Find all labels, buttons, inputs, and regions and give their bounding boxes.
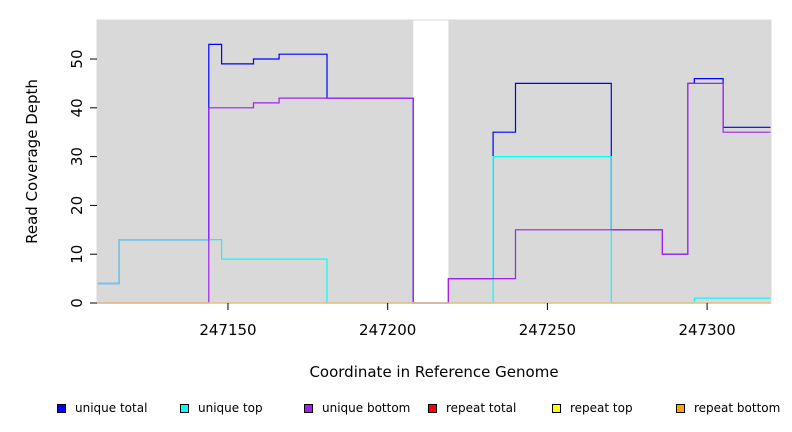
- legend-swatch: [428, 403, 437, 413]
- x-axis: 247150 247200 247250 247300: [199, 303, 736, 339]
- y-tick-label: 40: [68, 98, 86, 117]
- legend-item-repeat-bottom: repeat bottom: [676, 401, 780, 415]
- legend-label: repeat total: [446, 401, 517, 415]
- legend: unique total unique top unique bottom repea…: [0, 401, 792, 417]
- x-tick-label: 247250: [519, 321, 576, 339]
- legend-label: repeat bottom: [694, 401, 781, 415]
- y-axis-title: Read Coverage Depth: [23, 79, 41, 244]
- legend-item-unique-top: unique top: [180, 401, 263, 415]
- legend-label: repeat top: [570, 401, 633, 415]
- legend-item-unique-total: unique total: [57, 401, 147, 415]
- x-axis-title: Coordinate in Reference Genome: [309, 363, 558, 381]
- x-tick-label: 247150: [199, 321, 256, 339]
- x-tick-label: 247300: [678, 321, 735, 339]
- y-tick-label: 0: [68, 298, 86, 308]
- legend-item-repeat-total: repeat total: [428, 401, 516, 415]
- y-tick-label: 10: [68, 245, 86, 264]
- series-line-unique-bottom: [97, 82, 771, 304]
- legend-item-repeat-top: repeat top: [552, 401, 633, 415]
- legend-item-unique-bottom: unique bottom: [304, 401, 410, 415]
- plot-border: [96, 19, 772, 304]
- legend-swatch: [552, 403, 561, 413]
- legend-swatch: [57, 403, 66, 413]
- y-tick-label: 50: [68, 49, 86, 68]
- legend-label: unique total: [75, 401, 148, 415]
- legend-swatch: [304, 403, 313, 413]
- y-axis: 0 10 20 30 40 50: [68, 49, 97, 308]
- legend-swatch: [676, 403, 685, 413]
- legend-swatch: [180, 403, 189, 413]
- y-tick-label: 30: [68, 147, 86, 166]
- x-tick-label: 247200: [359, 321, 416, 339]
- coverage-gap: [413, 20, 449, 303]
- legend-label: unique bottom: [322, 401, 411, 415]
- y-tick-label: 20: [68, 196, 86, 215]
- legend-label: unique top: [198, 401, 263, 415]
